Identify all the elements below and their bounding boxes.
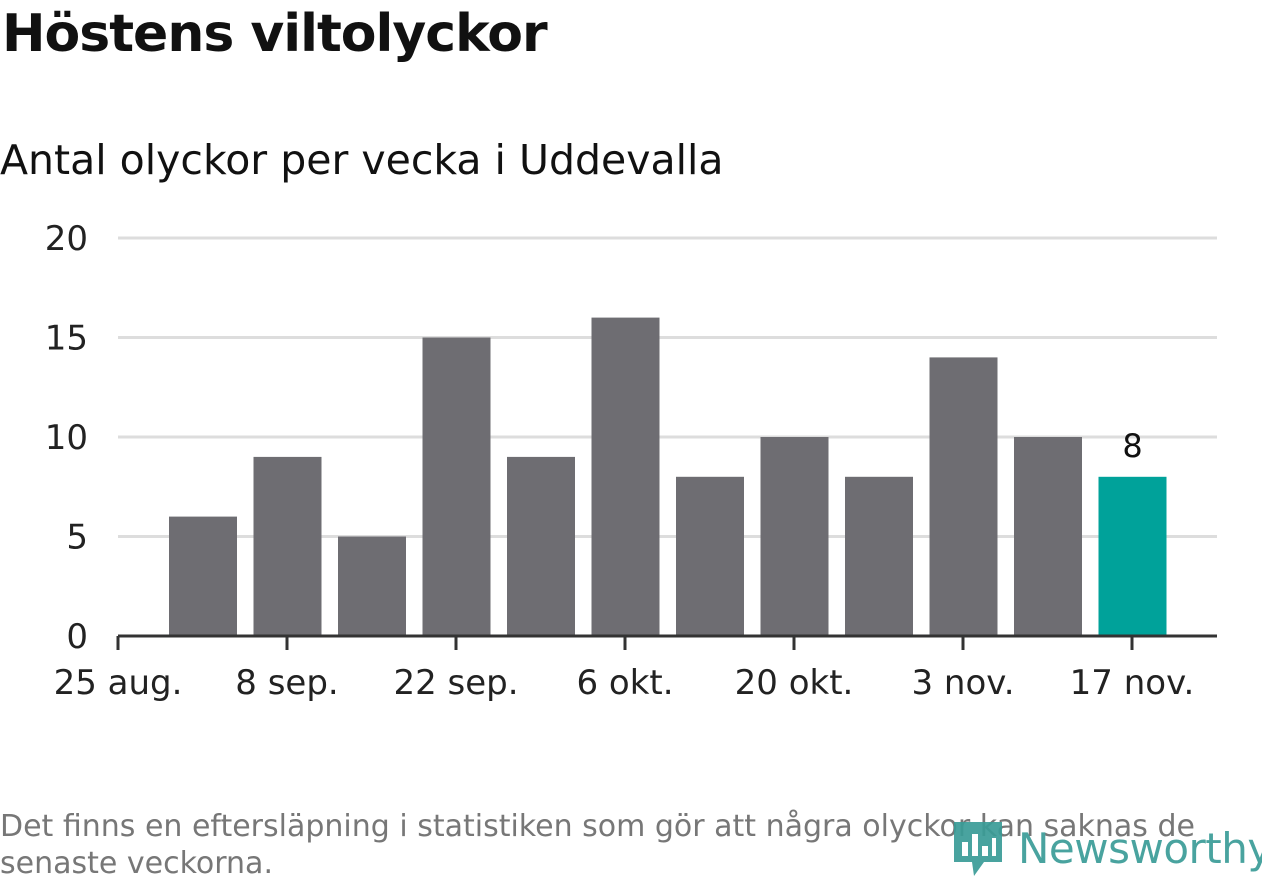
bar xyxy=(929,357,998,636)
x-tick-label: 6 okt. xyxy=(576,663,673,703)
bars xyxy=(169,317,1167,636)
x-tick-label: 22 sep. xyxy=(393,663,518,703)
x-tick-label: 25 aug. xyxy=(54,663,183,703)
bar xyxy=(1014,437,1082,636)
bar xyxy=(676,476,744,636)
y-tick-label: 0 xyxy=(66,617,88,657)
bar xyxy=(169,516,237,636)
y-tick-label: 10 xyxy=(45,418,88,458)
brand-name: Newsworthy xyxy=(1018,823,1262,873)
y-tick-label: 20 xyxy=(45,219,88,259)
x-axis-ticks: 25 aug. 8 sep. 22 sep. 6 okt. 20 okt. 3 nov. 1… xyxy=(54,636,1195,703)
bar xyxy=(845,476,913,636)
bar xyxy=(760,437,829,636)
bar xyxy=(591,317,660,636)
bar xyxy=(338,536,406,636)
data-label: 8 xyxy=(1122,427,1142,465)
newsworthy-logo: Newsworthy xyxy=(950,818,1262,878)
bar-chart: 0 5 10 15 20 8 25 aug. 8 sep. 22 sep. 6 okt. 20 … xyxy=(45,219,1217,703)
x-tick-label: 8 sep. xyxy=(235,663,338,703)
bar-highlighted xyxy=(1098,476,1167,636)
x-tick-label: 17 nov. xyxy=(1070,663,1195,703)
chart-title: Höstens viltolyckor xyxy=(2,4,548,64)
bar xyxy=(507,456,575,636)
y-tick-label: 5 xyxy=(66,518,88,558)
bar xyxy=(253,456,322,636)
x-tick-label: 20 okt. xyxy=(735,663,854,703)
y-axis-ticks: 0 5 10 15 20 xyxy=(45,219,88,657)
data-labels: 8 xyxy=(1122,427,1142,465)
x-tick-label: 3 nov. xyxy=(911,663,1014,703)
chart-subtitle: Antal olyckor per vecka i Uddevalla xyxy=(0,136,724,184)
y-tick-label: 15 xyxy=(45,319,88,359)
bar xyxy=(422,337,491,636)
newsworthy-logo-icon xyxy=(954,822,1002,876)
